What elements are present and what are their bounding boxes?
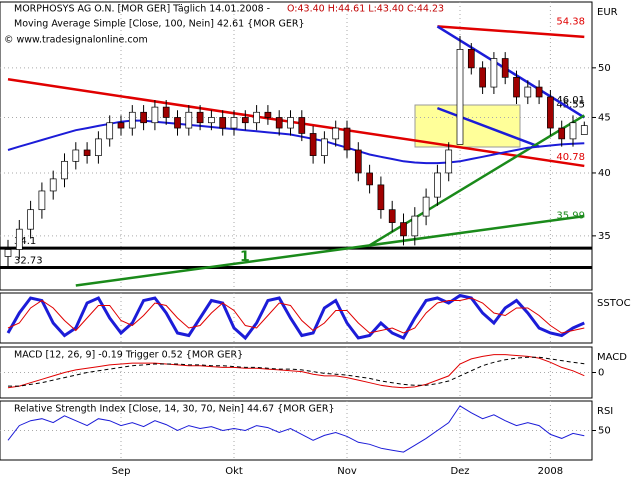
candle-body [287, 117, 294, 129]
candle-body [467, 49, 475, 69]
candle-body [219, 117, 227, 129]
candle-body [95, 138, 102, 156]
candle-body [343, 127, 351, 151]
candle-body [72, 149, 80, 162]
annotation: 1 [240, 249, 250, 265]
candle-body [151, 106, 159, 124]
candle-body [208, 117, 215, 124]
candle-body [185, 111, 193, 129]
candle-body [388, 209, 396, 223]
axis-label: RSI [597, 406, 613, 417]
y-tick-label: 0 [598, 368, 604, 379]
candle-body [140, 111, 147, 124]
x-tick-label: Okt [225, 466, 243, 477]
candle-body [490, 58, 498, 88]
candle-body [558, 127, 566, 140]
candle-body [501, 58, 509, 78]
candle-body [354, 149, 362, 174]
candle-body [49, 178, 57, 192]
trendline [75, 244, 370, 287]
x-tick-label: Dez [450, 466, 469, 477]
candle-body [524, 86, 532, 98]
series-line [7, 405, 585, 453]
candle-body [479, 67, 486, 88]
candle-body [456, 49, 464, 145]
candle-body [445, 149, 453, 174]
candle-body [162, 106, 170, 118]
candle-body [275, 117, 283, 129]
series-line [7, 354, 585, 389]
candle-body [400, 222, 407, 237]
series-line [6, 293, 585, 341]
x-tick-label: Nov [337, 466, 357, 477]
x-tick-label: Sep [112, 466, 131, 477]
fib-zone [414, 104, 521, 148]
candle-body [253, 111, 260, 124]
candle-body [106, 122, 114, 140]
candle-body [230, 117, 238, 129]
panel-title: Relative Strength Index [Close, 14, 30, … [14, 404, 335, 415]
level-label: 34.1 [14, 236, 36, 247]
quote: O:43.40 H:44.61 L:43.40 C:44.23 [287, 4, 444, 15]
candle-body [298, 117, 306, 134]
title: MORPHOSYS AG O.N. [MOR GER] Täglich 14.0… [14, 4, 270, 15]
candle-body [174, 117, 181, 129]
panel-title: MACD [12, 26, 9] -0.19 Trigger 0.52 {MOR… [14, 350, 243, 361]
series-line [7, 297, 585, 334]
axis-label: EUR [597, 7, 618, 18]
candle-body [128, 111, 136, 129]
candle-body [422, 196, 430, 217]
trendline [437, 25, 585, 39]
candle-body [569, 122, 577, 140]
trendline [436, 25, 585, 119]
copyright: © www.tradesignalonline.com [4, 35, 148, 46]
candle-body [547, 96, 554, 129]
candle-body [434, 172, 441, 198]
candle-body [196, 111, 204, 124]
candle-body [61, 160, 68, 180]
y-tick-label: 35 [598, 231, 611, 242]
candle-body [15, 228, 23, 250]
x-tick-label: 2008 [538, 466, 563, 477]
candle-body [83, 149, 91, 156]
candle-body [580, 125, 588, 135]
candle-body [264, 111, 272, 118]
level-label: 32.73 [14, 255, 43, 266]
candle-body [321, 138, 328, 156]
subtitle: Moving Average Simple [Close, 100, Nein]… [14, 19, 305, 30]
candle-body [332, 127, 340, 140]
y-tick-label: 50 [598, 63, 611, 74]
axis-label: SSTOC [597, 298, 631, 309]
y-tick-label: 40 [598, 168, 611, 179]
candle-body [411, 215, 419, 237]
candle-body [535, 86, 543, 98]
trendline [369, 214, 585, 247]
panel-frame [0, 292, 593, 344]
level-label: 45.55 [556, 100, 585, 111]
y-tick-label: 45 [598, 112, 611, 123]
trendline [7, 78, 585, 168]
y-tick-label: 50 [598, 426, 611, 437]
series-line [7, 119, 585, 165]
candle-body [38, 190, 46, 211]
series-line [8, 356, 585, 387]
candle-body [377, 184, 385, 211]
panel-frame [0, 1, 593, 291]
candle-body [513, 77, 520, 98]
candle-body [366, 172, 373, 186]
candle-body [241, 117, 249, 124]
level-label: 46.01 [556, 95, 585, 106]
candle-body [4, 249, 12, 257]
candle-body [309, 133, 317, 156]
level-label: 54.38 [556, 16, 585, 27]
level-label: 35.99 [556, 211, 585, 222]
candle-body [117, 122, 125, 129]
trendline [436, 106, 540, 148]
candle-body [27, 209, 34, 230]
level-label: 40.78 [556, 152, 585, 163]
axis-label: MACD [597, 352, 627, 363]
